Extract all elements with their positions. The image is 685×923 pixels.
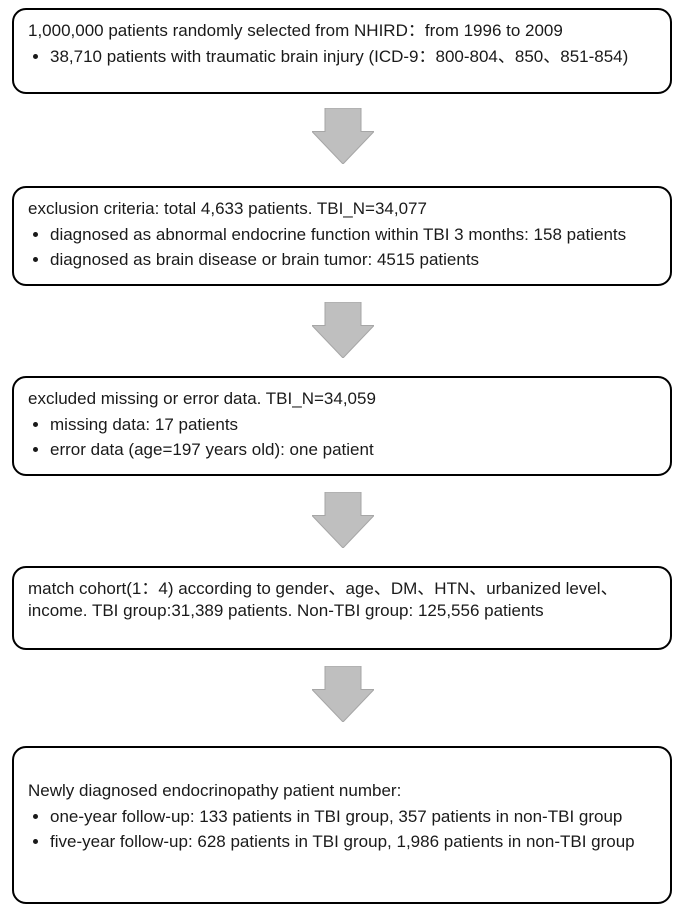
- step-header: 1,000,000 patients randomly selected fro…: [28, 20, 656, 42]
- flow-step-5: Newly diagnosed endocrinopathy patient n…: [12, 746, 672, 904]
- step-bullet: error data (age=197 years old): one pati…: [50, 439, 656, 462]
- flow-step-3: excluded missing or error data. TBI_N=34…: [12, 376, 672, 476]
- flow-arrow-down-icon: [312, 108, 374, 169]
- step-bullets: diagnosed as abnormal endocrine function…: [28, 224, 656, 272]
- step-bullets: 38,710 patients with traumatic brain inj…: [28, 46, 656, 69]
- flow-step-4: match cohort(1：4) according to gender、ag…: [12, 566, 672, 650]
- flow-step-1: 1,000,000 patients randomly selected fro…: [12, 8, 672, 94]
- flowchart-canvas: 1,000,000 patients randomly selected fro…: [0, 0, 685, 923]
- flow-arrow-down-icon: [312, 492, 374, 553]
- step-header: Newly diagnosed endocrinopathy patient n…: [28, 780, 656, 802]
- step-bullet: diagnosed as abnormal endocrine function…: [50, 224, 656, 247]
- flow-arrow-down-icon: [312, 666, 374, 727]
- step-bullet: five-year follow-up: 628 patients in TBI…: [50, 831, 656, 854]
- step-bullet: one-year follow-up: 133 patients in TBI …: [50, 806, 656, 829]
- step-bullet: 38,710 patients with traumatic brain inj…: [50, 46, 656, 69]
- flow-arrow-down-icon: [312, 302, 374, 363]
- step-header: match cohort(1：4) according to gender、ag…: [28, 578, 656, 622]
- step-header: exclusion criteria: total 4,633 patients…: [28, 198, 656, 220]
- flow-step-2: exclusion criteria: total 4,633 patients…: [12, 186, 672, 286]
- step-bullets: one-year follow-up: 133 patients in TBI …: [28, 806, 656, 854]
- step-header: excluded missing or error data. TBI_N=34…: [28, 388, 656, 410]
- step-bullet: missing data: 17 patients: [50, 414, 656, 437]
- step-bullet: diagnosed as brain disease or brain tumo…: [50, 249, 656, 272]
- step-bullets: missing data: 17 patientserror data (age…: [28, 414, 656, 462]
